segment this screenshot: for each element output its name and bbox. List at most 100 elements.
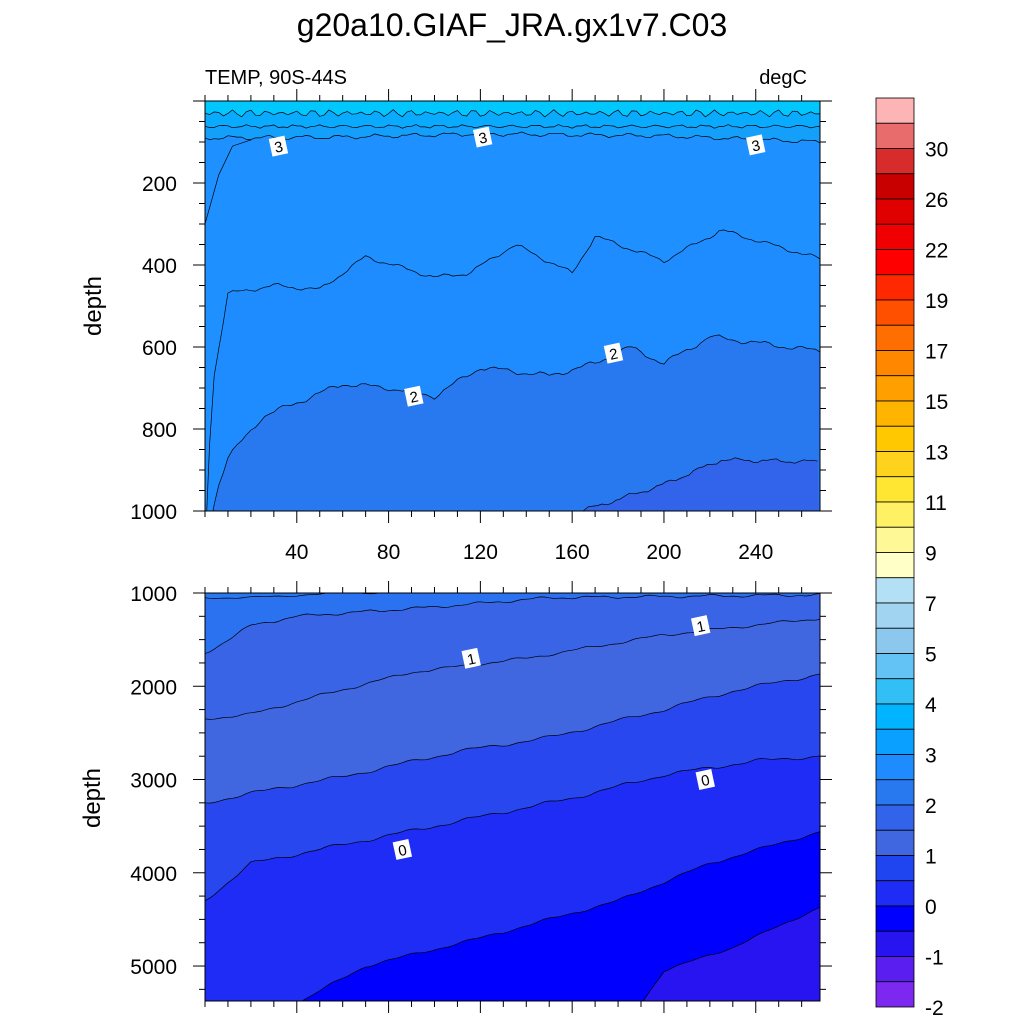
colorbar-swatch	[875, 249, 915, 276]
contour-label-text: 0	[397, 842, 409, 860]
colorbar-swatch	[875, 880, 915, 907]
colorbar-swatch	[875, 350, 915, 377]
colorbar-swatch	[875, 148, 915, 175]
colorbar-label: 1	[925, 846, 937, 869]
lower-contour-fill	[205, 593, 820, 1001]
colorbar-swatch	[875, 324, 915, 351]
colorbar-label: 0	[925, 896, 937, 919]
contour-line	[212, 334, 820, 511]
colorbar-swatch	[875, 223, 915, 250]
contour-label-text: 0	[700, 772, 712, 790]
colorbar-label: 3	[925, 745, 937, 768]
colorbar-label: 17	[925, 341, 948, 364]
band--1.5--1	[643, 907, 820, 1001]
colorbar-swatch	[875, 905, 915, 932]
upper-contour-fill	[205, 101, 820, 511]
band-0.5-1	[205, 619, 820, 804]
contour-line	[205, 139, 252, 225]
contour-line	[642, 906, 820, 1001]
upper-contour-panel: 3 3 3 2 2 200 400 600 800 1000 40 80 120 160 200 240	[130, 89, 832, 564]
contour-label: 1	[690, 615, 711, 636]
colorbar-label: -2	[925, 997, 944, 1020]
colorbar-swatch	[875, 400, 915, 427]
colorbar-swatch	[875, 779, 915, 806]
colorbar-label: -1	[925, 947, 944, 970]
contour-label: 0	[392, 838, 413, 860]
y-tick-label: 5000	[130, 956, 177, 979]
colorbar-swatch	[875, 526, 915, 553]
contour-line	[205, 124, 820, 129]
colorbar-label: 22	[925, 240, 948, 263]
colorbar-swatch	[875, 930, 915, 957]
y-tick-label: 4000	[130, 863, 177, 886]
y-tick-label: 1000	[130, 583, 177, 606]
colorbar-label: 5	[925, 644, 937, 667]
colorbar: 30 26 22 19 17 15 13 11 9 7 5 4 3 2 1 0 -1 -2	[875, 97, 948, 1020]
colorbar-swatch	[875, 122, 915, 149]
contour-label: 2	[404, 385, 424, 407]
lower-x-ticks	[204, 581, 803, 1013]
colorbar-label: 2	[925, 795, 937, 818]
colorbar-swatch	[875, 754, 915, 781]
contour-label: 0	[695, 769, 715, 790]
lower-y-ticks: 1000 2000 3000 4000 5000	[130, 583, 832, 990]
colorbar-swatch	[875, 173, 915, 200]
upper-y-axis-label: depth	[80, 276, 107, 336]
x-tick-label: 40	[285, 541, 308, 564]
contour-line	[301, 831, 820, 1001]
band-4-5	[205, 101, 820, 117]
colorbar-swatch	[875, 829, 915, 856]
lower-plot-frame	[204, 592, 821, 1002]
lower-contour-panel: 1 1 0 0 1000 2000 3000 4000 5000	[130, 581, 832, 1013]
colorbar-label: 26	[925, 189, 948, 212]
contour-line	[206, 229, 820, 511]
colorbar-label: 7	[925, 593, 937, 616]
x-tick-label: 120	[463, 541, 498, 564]
colorbar-swatch	[875, 703, 915, 730]
contour-label-text: 1	[466, 651, 478, 669]
contour-line	[205, 109, 820, 118]
colorbar-swatch	[875, 627, 915, 654]
band-1.25	[205, 593, 820, 654]
contour-label: 1	[461, 647, 481, 669]
colorbar-swatch	[875, 552, 915, 579]
colorbar-swatch	[875, 451, 915, 478]
y-tick-label: 2000	[130, 676, 177, 699]
contour-line	[205, 755, 820, 902]
contour-label-text: 1	[695, 618, 707, 636]
contour-line	[205, 593, 820, 654]
colorbar-swatch	[875, 476, 915, 503]
colorbar-swatch	[875, 728, 915, 755]
colorbar-swatch	[875, 299, 915, 326]
colorbar-swatch	[875, 577, 915, 604]
colorbar-label: 11	[925, 492, 947, 515]
colorbar-swatch	[875, 97, 915, 124]
colorbar-swatch	[875, 198, 915, 225]
colorbar-swatch	[875, 425, 915, 452]
y-tick-label: 800	[142, 419, 177, 442]
colorbar-swatch	[875, 274, 915, 301]
y-tick-label: 1000	[130, 501, 177, 524]
y-tick-label: 3000	[130, 770, 177, 793]
band-2.5-3	[205, 131, 820, 511]
colorbar-swatch	[875, 678, 915, 705]
panel-left-label: TEMP, 90S-44S	[205, 67, 347, 89]
band-3-4	[205, 109, 820, 129]
contour-label: 3	[746, 134, 766, 156]
band-1-1.5	[582, 457, 819, 511]
x-tick-label: 240	[738, 541, 773, 564]
band-1	[205, 593, 820, 720]
panel-units-label: degC	[759, 67, 807, 89]
contour-line	[205, 619, 820, 720]
y-tick-label: 200	[142, 173, 177, 196]
contour-label-text: 3	[750, 137, 762, 155]
colorbar-label: 19	[925, 290, 948, 313]
contour-label-text: 2	[408, 388, 420, 406]
colorbar-label: 4	[925, 694, 937, 717]
colorbar-label: 9	[925, 543, 937, 566]
lower-y-axis-label: depth	[79, 768, 106, 828]
colorbar-swatch	[875, 956, 915, 983]
colorbar-swatch	[875, 981, 915, 1008]
